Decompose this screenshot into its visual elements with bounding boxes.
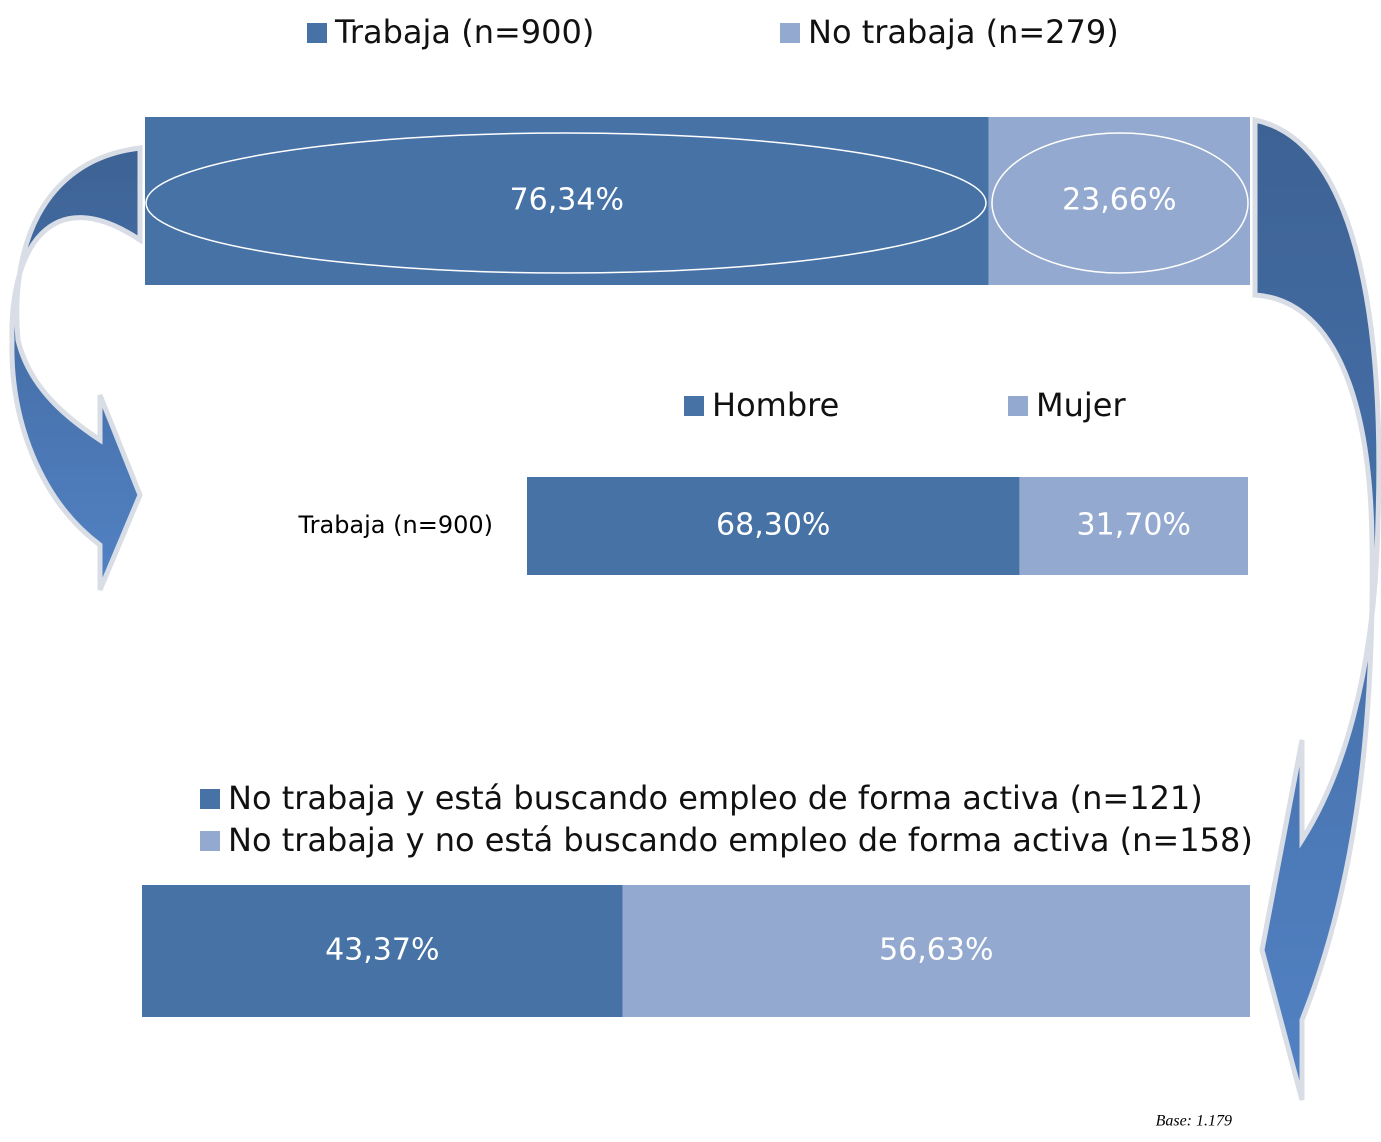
legend-swatch xyxy=(200,789,220,809)
value-label: 23,66% xyxy=(1062,183,1176,218)
legend-swatch xyxy=(780,23,800,43)
chart: Base: 1.179 76,34% 23,66% Trabaja (n=900) N… xyxy=(0,0,1381,1142)
page: Base: 1.179 76,34% 23,66% Trabaja (n=900) N… xyxy=(0,0,1381,1142)
left-arrow xyxy=(12,148,140,590)
value-label: 56,63% xyxy=(879,933,993,968)
value-label: 76,34% xyxy=(510,183,624,218)
legend-label: Mujer xyxy=(1036,386,1126,424)
value-label: 68,30% xyxy=(716,508,830,543)
value-label: 31,70% xyxy=(1077,508,1191,543)
legend-swatch xyxy=(1008,396,1028,416)
legend-label: Trabaja (n=900) xyxy=(334,13,594,51)
legend-swatch xyxy=(684,396,704,416)
legend-swatch xyxy=(200,831,220,851)
legend-label: Hombre xyxy=(712,386,839,424)
legend-label: No trabaja y está buscando empleo de for… xyxy=(228,779,1203,817)
category-label: Trabaja (n=900) xyxy=(297,511,493,539)
legend-swatch xyxy=(307,23,327,43)
value-label: 43,37% xyxy=(325,933,439,968)
legend-label: No trabaja (n=279) xyxy=(808,13,1119,51)
right-arrow xyxy=(1255,120,1379,1100)
footnote: Base: 1.179 xyxy=(1156,1113,1232,1130)
legend-label: No trabaja y no está buscando empleo de … xyxy=(228,821,1253,859)
